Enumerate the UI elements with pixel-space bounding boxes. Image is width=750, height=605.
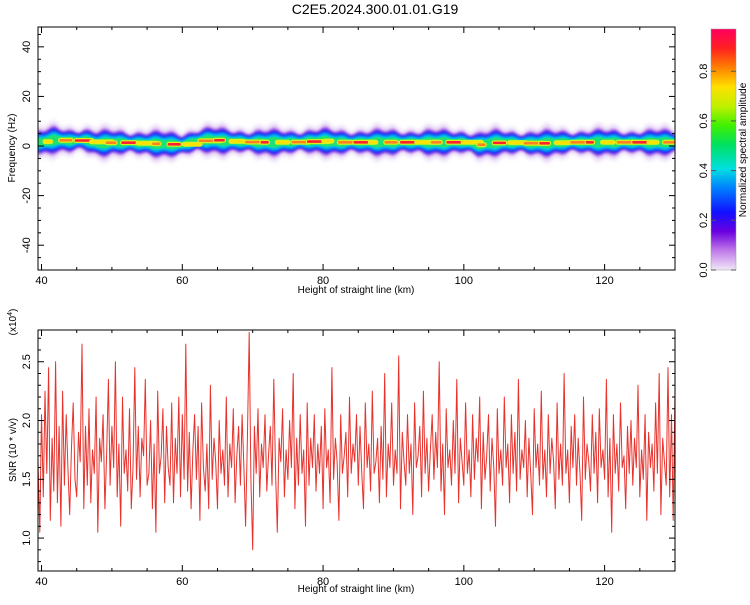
spectrogram-panel: -40 -20 0 20 40 40 60 80 100 120 Height of strai…: [7, 26, 676, 296]
snr-y-ticks: 1.0 1.5 2.0 2.5: [21, 337, 675, 563]
snr-series: [38, 331, 675, 551]
x-tick-label: 120: [595, 275, 613, 287]
snr-y-scale-suffix: ): [8, 309, 19, 312]
snr-y-axis-label: SNR (10 * v/v): [8, 418, 19, 482]
y-tick-label: 1.5: [21, 472, 33, 487]
colorbar-ramp: [711, 29, 736, 270]
spectral-ridge: [38, 120, 675, 163]
snr-y-scale-prefix: (x10: [8, 315, 19, 335]
chart-title: C2E5.2024.300.01.01.G19: [292, 1, 459, 17]
y-tick-label: 40: [21, 41, 33, 53]
colorbar: 0.0 0.2 0.4 0.6 0.8 Normalized spectral ampl…: [698, 28, 749, 278]
snr-panel: 1.0 1.5 2.0 2.5 40 60 80 100 120 Height of stra…: [7, 309, 676, 595]
colorbar-tick-label: 0.2: [698, 213, 710, 228]
snr-x-axis-label: Height of straight line (km): [298, 584, 415, 595]
y-tick-label: -40: [21, 237, 33, 253]
x-tick-label: 60: [176, 576, 188, 588]
y-tick-label: 2.0: [21, 413, 33, 428]
x-tick-label: 60: [176, 275, 188, 287]
y-tick-label: 1.0: [21, 530, 33, 545]
y-tick-label: 20: [21, 90, 33, 102]
x-tick-label: 80: [317, 576, 329, 588]
y-tick-label: 2.5: [21, 354, 33, 369]
snr-y-scale-exponent: 4: [7, 312, 14, 316]
spectrogram-y-axis-label: Frequency (Hz): [7, 114, 18, 183]
spectrogram-frame: [37, 26, 676, 271]
colorbar-tick-label: 0.0: [698, 262, 710, 277]
x-tick-label: 40: [35, 275, 47, 287]
colorbar-ticks: 0.0 0.2 0.4 0.6 0.8: [698, 64, 736, 278]
y-tick-label: 0: [21, 143, 33, 149]
colorbar-frame: [710, 28, 737, 271]
snr-x-ticks: 40 60 80 100 120: [35, 330, 676, 588]
snr-line: [38, 331, 675, 551]
spectrogram-x-ticks: 40 60 80 100 120: [35, 27, 676, 287]
x-tick-label: 80: [317, 275, 329, 287]
x-tick-label: 40: [35, 576, 47, 588]
x-tick-label: 100: [455, 275, 473, 287]
colorbar-tick-label: 0.6: [698, 113, 710, 128]
y-tick-label: -20: [21, 188, 33, 204]
x-tick-label: 100: [455, 576, 473, 588]
snr-frame: [37, 329, 676, 572]
colorbar-tick-label: 0.8: [698, 64, 710, 79]
snr-y-scale-label: (x104): [7, 309, 19, 336]
colorbar-tick-label: 0.4: [698, 163, 710, 178]
x-tick-label: 120: [595, 576, 613, 588]
colorbar-label: Normalized spectral amplitude: [738, 82, 749, 217]
spectrogram-y-ticks: -40 -20 0 20 40: [21, 33, 675, 271]
spectrogram-x-axis-label: Height of straight line (km): [298, 285, 415, 296]
